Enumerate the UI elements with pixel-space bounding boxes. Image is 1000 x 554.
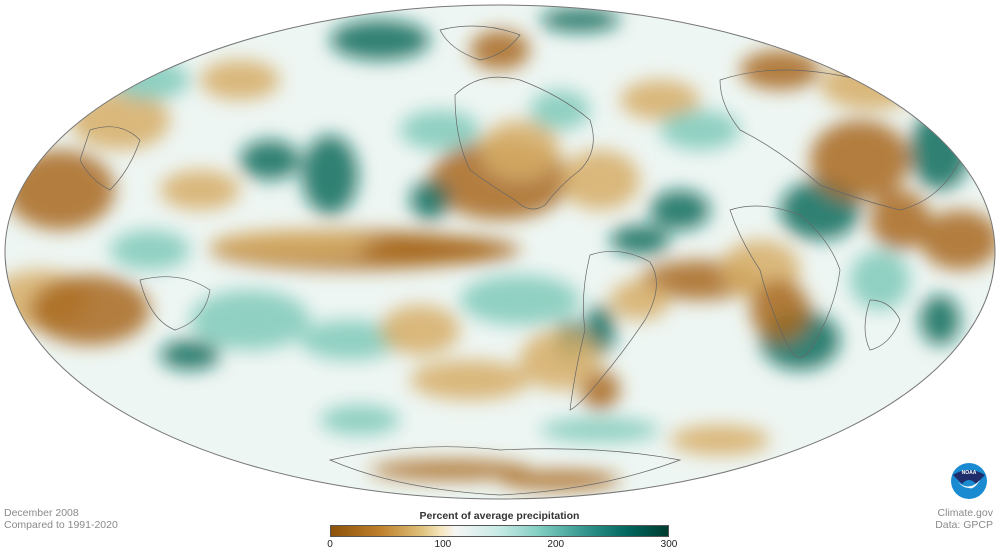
anomaly-patch <box>410 360 530 400</box>
anomaly-patch <box>620 80 700 120</box>
credit-site: Climate.gov <box>937 507 993 519</box>
anomaly-patch <box>850 250 910 310</box>
anomaly-patch <box>750 280 810 340</box>
color-legend: Percent of average precipitation 0 100 2… <box>327 510 677 550</box>
anomaly-patch <box>200 60 280 100</box>
anomaly-patch <box>160 340 220 370</box>
map-date: December 2008 <box>4 507 79 519</box>
anomaly-patch <box>660 110 740 150</box>
credit-source: Data: GPCP <box>935 519 993 531</box>
legend-tick: 200 <box>547 539 565 550</box>
globe-outline <box>4 4 996 500</box>
anomaly-patch <box>920 295 960 345</box>
anomaly-patch <box>810 120 910 200</box>
anomaly-patch <box>320 405 400 435</box>
anomaly-patch <box>530 90 590 130</box>
anomaly-patch <box>30 275 150 345</box>
anomaly-patch <box>610 225 670 255</box>
anomaly-patch <box>610 280 670 320</box>
anomaly-patch <box>240 140 300 180</box>
precipitation-anomaly-field <box>5 8 995 490</box>
anomaly-patch <box>110 230 190 270</box>
anomaly-patch <box>160 170 240 210</box>
anomaly-patch <box>410 180 450 220</box>
precipitation-map <box>4 4 996 500</box>
anomaly-patch <box>580 370 620 410</box>
anomaly-patch <box>210 230 390 260</box>
anomaly-patch <box>670 425 770 455</box>
anomaly-patch <box>380 305 460 355</box>
anomaly-patch <box>650 190 710 230</box>
anomaly-patch <box>400 110 480 150</box>
anomaly-patch <box>330 20 430 60</box>
anomaly-patch <box>520 330 600 390</box>
anomaly-patch <box>302 135 358 215</box>
anomaly-patch <box>360 236 520 264</box>
anomaly-patch <box>300 320 400 360</box>
anomaly-patch <box>480 120 560 180</box>
legend-title: Percent of average precipitation <box>419 510 580 522</box>
anomaly-patch <box>190 290 310 350</box>
map-caption: December 2008 Compared to 1991-2020 <box>4 507 118 531</box>
anomaly-patch <box>870 190 930 250</box>
anomaly-patch <box>540 8 620 32</box>
map-baseline: Compared to 1991-2020 <box>4 519 118 531</box>
svg-text:NOAA: NOAA <box>962 470 977 476</box>
anomaly-patch <box>585 305 615 355</box>
anomaly-patch <box>500 470 620 490</box>
anomaly-patch <box>110 60 190 100</box>
anomaly-patch <box>5 150 115 230</box>
noaa-logo-icon: NOAA <box>951 463 987 499</box>
anomaly-patch <box>460 275 580 325</box>
anomaly-patch <box>910 110 970 190</box>
anomaly-patch <box>820 60 920 110</box>
anomaly-patch <box>540 418 660 442</box>
anomaly-patch <box>370 460 530 480</box>
legend-tick: 300 <box>660 539 678 550</box>
credits: Climate.gov Data: GPCP <box>935 507 993 531</box>
legend-tick: 100 <box>434 539 452 550</box>
anomaly-patch <box>470 30 530 70</box>
anomaly-patch <box>560 150 640 210</box>
legend-colorbar <box>330 525 669 537</box>
anomaly-patch <box>920 210 995 270</box>
legend-tick: 0 <box>327 539 333 550</box>
coastlines <box>79 25 961 496</box>
